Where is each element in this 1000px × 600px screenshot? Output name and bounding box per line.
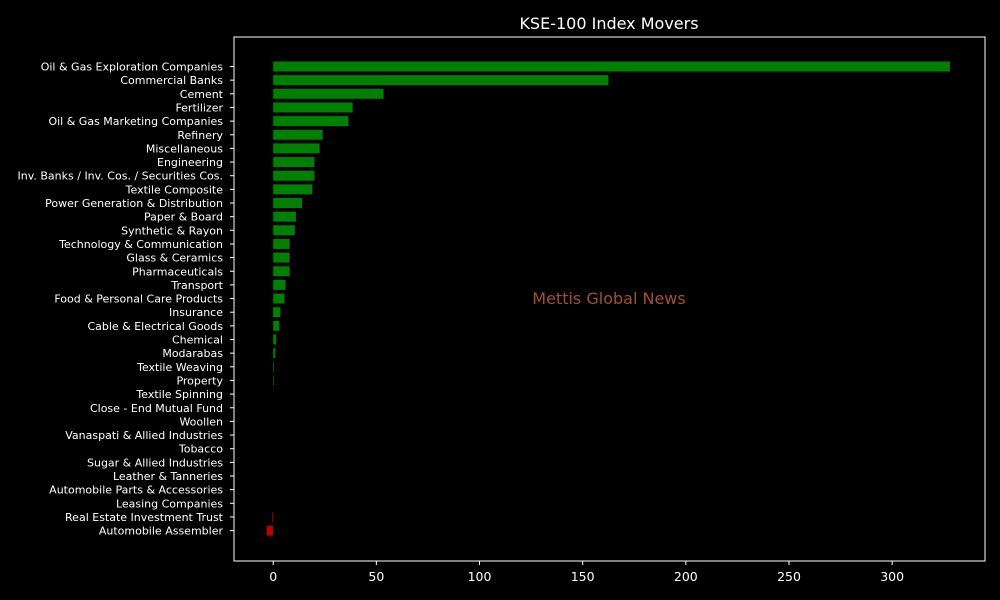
bar-real-estate-investment-trust <box>272 511 274 522</box>
bar-miscellaneous <box>273 143 320 154</box>
bar-food-personal-care-products <box>273 293 285 304</box>
category-label: Leasing Companies <box>116 497 223 510</box>
category-labels-group: Oil & Gas Exploration CompaniesCommercia… <box>18 61 234 538</box>
category-label: Transport <box>170 279 223 292</box>
bar-property <box>273 375 274 386</box>
category-label: Synthetic & Rayon <box>121 224 223 237</box>
category-label: Textile Spinning <box>135 388 223 401</box>
bar-refinery <box>273 129 323 140</box>
bar-technology-communication <box>273 238 290 249</box>
category-label: Refinery <box>177 129 223 142</box>
category-label: Automobile Parts & Accessories <box>49 484 223 497</box>
bar-pharmaceuticals <box>273 266 290 277</box>
bars-group <box>267 61 950 536</box>
bar-automobile-assembler <box>267 525 274 536</box>
bar-insurance <box>273 307 281 318</box>
category-label: Leather & Tanneries <box>113 470 223 483</box>
x-axis-ticks-group: 0 50 100 150 200 250 300 <box>269 561 904 584</box>
x-tick-label: 50 <box>368 569 384 584</box>
category-label: Pharmaceuticals <box>132 265 223 278</box>
bar-power-generation-distribution <box>273 198 303 208</box>
category-label: Fertilizer <box>175 101 223 114</box>
category-label: Engineering <box>157 156 223 169</box>
category-label: Chemical <box>172 334 223 347</box>
category-label: Cement <box>180 88 224 101</box>
bar-synthetic-rayon <box>273 225 295 236</box>
x-tick-label: 100 <box>468 569 492 584</box>
category-label: Technology & Communication <box>58 238 223 251</box>
bar-cement <box>273 88 384 99</box>
bar-transport <box>273 279 286 290</box>
bar-fertilizer <box>273 102 353 113</box>
chart-title: KSE-100 Index Movers <box>519 14 698 33</box>
category-label: Commercial Banks <box>120 74 223 87</box>
bar-inv-banks-inv-cos-securities-cos <box>273 170 315 181</box>
category-label: Tobacco <box>178 443 223 456</box>
category-label: Miscellaneous <box>146 142 223 155</box>
category-label: Automobile Assembler <box>99 525 224 538</box>
bar-commercial-banks <box>273 75 609 86</box>
category-label: Woollen <box>179 415 223 428</box>
bar-glass-ceramics <box>273 252 290 263</box>
category-label: Insurance <box>169 306 223 319</box>
category-label: Textile Composite <box>125 183 224 196</box>
bar-oil-gas-exploration-companies <box>273 61 950 72</box>
bar-engineering <box>273 157 315 168</box>
category-label: Close - End Mutual Fund <box>90 402 223 415</box>
category-label: Real Estate Investment Trust <box>65 511 224 524</box>
category-label: Sugar & Allied Industries <box>87 456 223 469</box>
category-label: Inv. Banks / Inv. Cos. / Securities Cos. <box>18 170 223 183</box>
category-label: Oil & Gas Exploration Companies <box>41 61 224 74</box>
category-label: Oil & Gas Marketing Companies <box>48 115 223 128</box>
bar-paper-board <box>273 211 296 222</box>
category-label: Food & Personal Care Products <box>54 293 223 306</box>
bar-textile-composite <box>273 184 313 195</box>
bar-chemical <box>273 334 277 345</box>
category-label: Property <box>176 374 223 387</box>
bar-cable-electrical-goods <box>273 320 280 331</box>
category-label: Modarabas <box>162 347 223 360</box>
category-label: Textile Weaving <box>136 361 223 374</box>
x-tick-label: 300 <box>880 569 904 584</box>
category-label: Power Generation & Distribution <box>45 197 223 210</box>
bar-textile-weaving <box>273 361 274 372</box>
category-label: Glass & Ceramics <box>126 252 223 265</box>
x-tick-label: 0 <box>269 569 277 584</box>
watermark-text: Mettis Global News <box>532 289 685 308</box>
category-label: Vanaspati & Allied Industries <box>65 429 223 442</box>
x-tick-label: 150 <box>571 569 595 584</box>
category-label: Cable & Electrical Goods <box>87 320 223 333</box>
x-tick-label: 250 <box>777 569 801 584</box>
category-label: Paper & Board <box>144 211 223 224</box>
bar-modarabas <box>273 348 276 359</box>
x-tick-label: 200 <box>674 569 698 584</box>
bar-oil-gas-marketing-companies <box>273 116 349 127</box>
